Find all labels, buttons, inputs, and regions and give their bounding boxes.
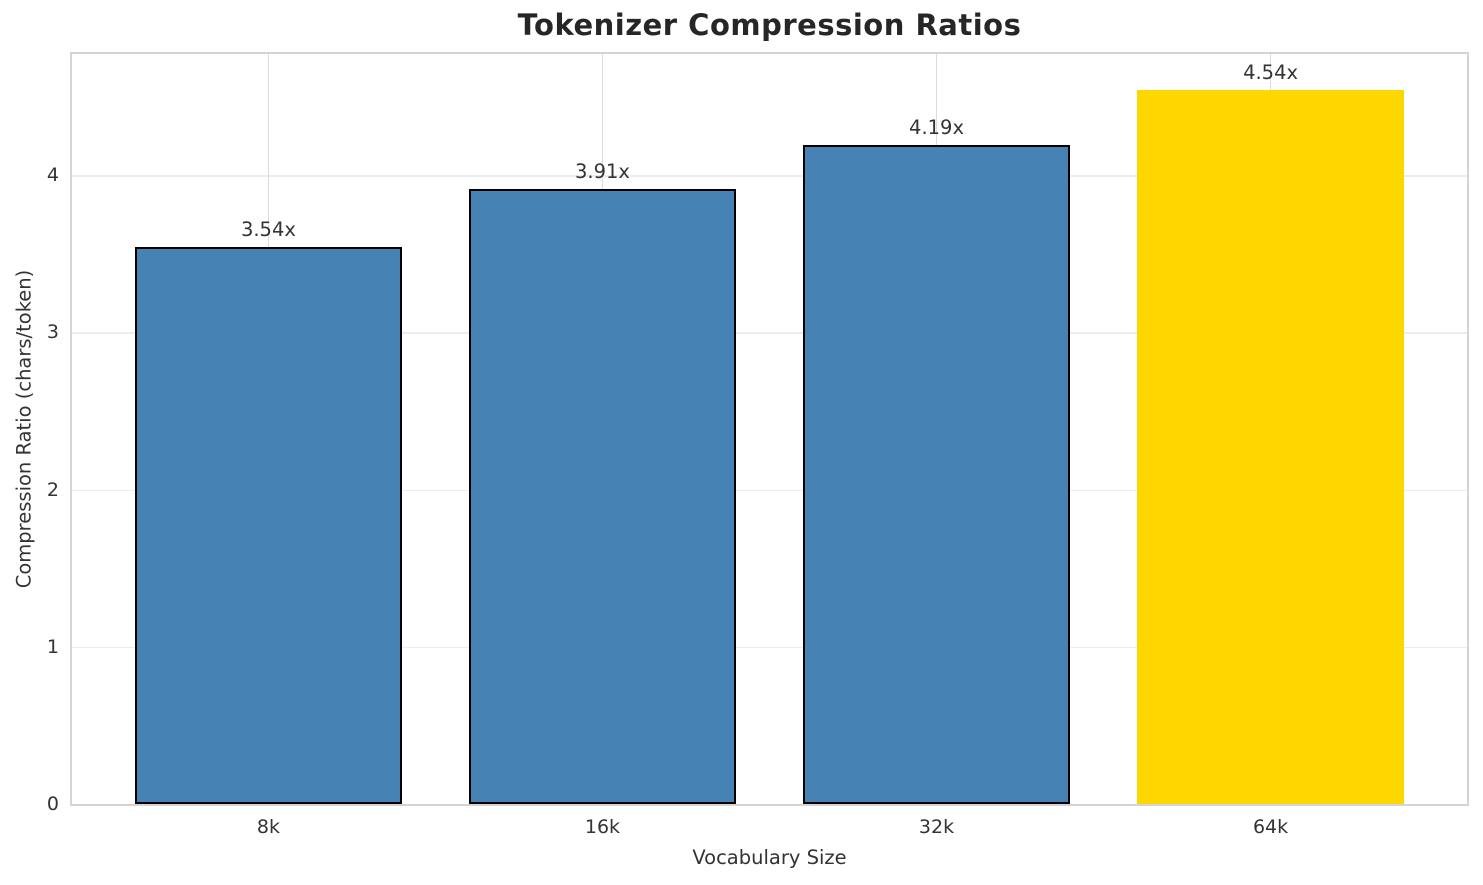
y-tick-label-1: 1 (46, 635, 59, 658)
bar-64k (1136, 90, 1405, 804)
y-tick-label-3: 3 (46, 321, 59, 344)
bar-value-label-32k: 4.19x (909, 116, 964, 140)
x-tick-label-16k: 16k (584, 816, 621, 838)
bar-32k (802, 145, 1071, 804)
y-tick-label-0: 0 (46, 793, 59, 815)
bar-value-label-64k: 4.54x (1243, 61, 1299, 85)
horizontal-gridline-y4 (72, 175, 1467, 177)
x-tick-label-8k: 8k (256, 816, 280, 838)
bar-16k (468, 189, 737, 804)
horizontal-gridline-y3 (72, 332, 1467, 334)
horizontal-gridline-y1 (72, 646, 1467, 649)
x-tick-label-32k: 32k (918, 816, 955, 838)
plot-area: 0 1 2 3 4 3.54x 8k 3.91x 16k 4.19x 32k 4.54x 64k (47, 52, 1469, 838)
y-axis-label: Compression Ratio (chars/token) (12, 269, 36, 589)
horizontal-gridline-y2 (72, 489, 1467, 492)
y-tick-label-2: 2 (46, 478, 59, 501)
bar-8k (134, 247, 403, 804)
chart-title: Tokenizer Compression Ratios (517, 8, 1022, 42)
bar-value-label-16k: 3.91x (574, 160, 630, 184)
y-tick-label-4: 4 (46, 164, 59, 187)
x-axis-label: Vocabulary Size (692, 846, 847, 869)
bar-value-label-8k: 3.54x (240, 218, 296, 242)
x-tick-label-64k: 64k (1252, 816, 1289, 838)
